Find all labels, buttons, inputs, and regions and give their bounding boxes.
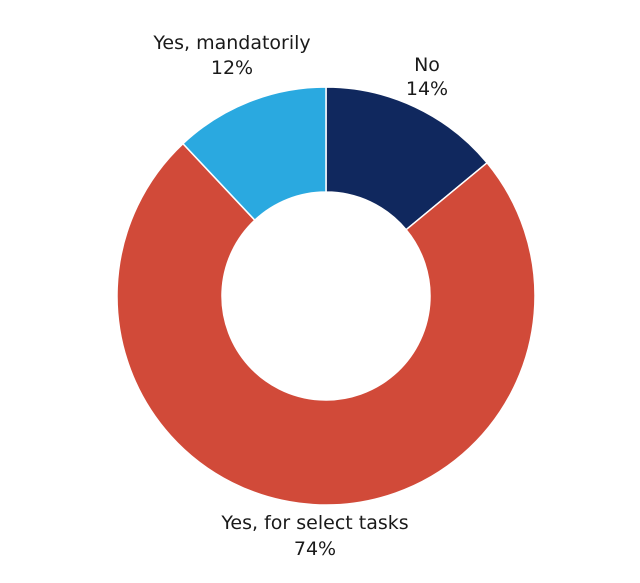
slice-yes-mandatorily (181, 86, 327, 222)
donut-slices (116, 86, 536, 506)
slice-value-yes-select: 74% (294, 538, 336, 560)
slice-label-yes-select: Yes, for select tasks (220, 512, 408, 534)
slice-value-no: 14% (406, 78, 448, 100)
slice-label-yes-mandatory: Yes, mandatorily (152, 32, 310, 54)
slice-value-yes-mandatory: 12% (211, 57, 253, 79)
slice-no (325, 86, 489, 231)
slice-label-no: No (414, 54, 440, 76)
slice-yes-for-select-tasks (116, 142, 536, 506)
